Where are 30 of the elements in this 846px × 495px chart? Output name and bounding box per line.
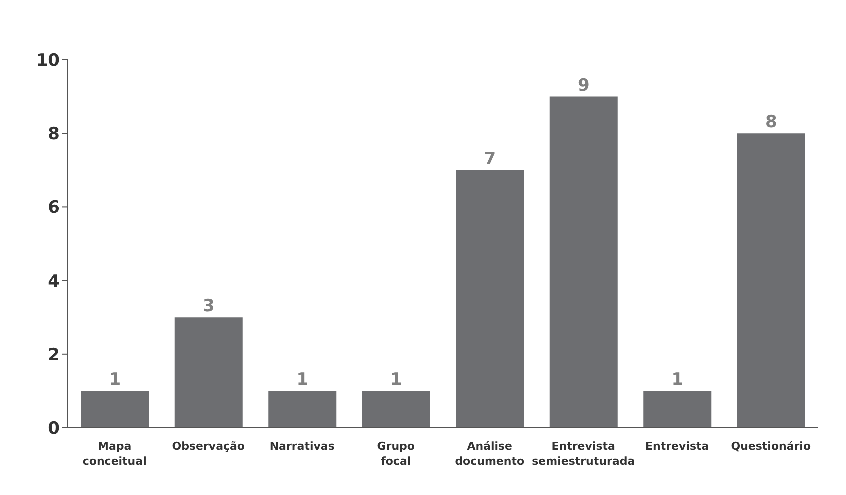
data-label: 3	[202, 296, 215, 317]
data-label: 1	[672, 370, 684, 390]
x-tick-label: Narrativas	[270, 440, 336, 453]
data-label: 1	[109, 370, 122, 390]
data-label: 8	[765, 112, 778, 133]
x-tick-label: Mapa conceitual	[82, 440, 147, 468]
x-tick-label: Entrevista semiestruturada	[532, 440, 636, 468]
bar	[550, 96, 618, 428]
data-label: 7	[484, 149, 496, 170]
bar	[81, 391, 150, 428]
x-tick-label: Questionário	[731, 440, 812, 453]
x-tick-label: Grupo focal	[377, 440, 416, 468]
y-tick-label: 0	[48, 419, 60, 440]
data-label: 1	[296, 370, 309, 390]
y-tick-label: 2	[48, 345, 60, 366]
data-label: 1	[390, 370, 402, 390]
bar	[174, 318, 243, 428]
bar	[456, 170, 524, 428]
y-tick-label: 6	[48, 198, 60, 218]
x-tick-label: Análise documento	[455, 440, 525, 468]
bar	[362, 391, 430, 428]
y-tick-label: 4	[48, 272, 60, 292]
bar	[737, 134, 806, 428]
y-tick-label: 10	[36, 51, 60, 72]
data-label: 9	[578, 76, 590, 96]
x-tick-label: Observação	[172, 440, 246, 453]
bar	[644, 391, 712, 428]
x-tick-label: Entrevista	[646, 440, 710, 453]
bar	[268, 391, 337, 428]
y-tick-label: 8	[48, 124, 60, 145]
